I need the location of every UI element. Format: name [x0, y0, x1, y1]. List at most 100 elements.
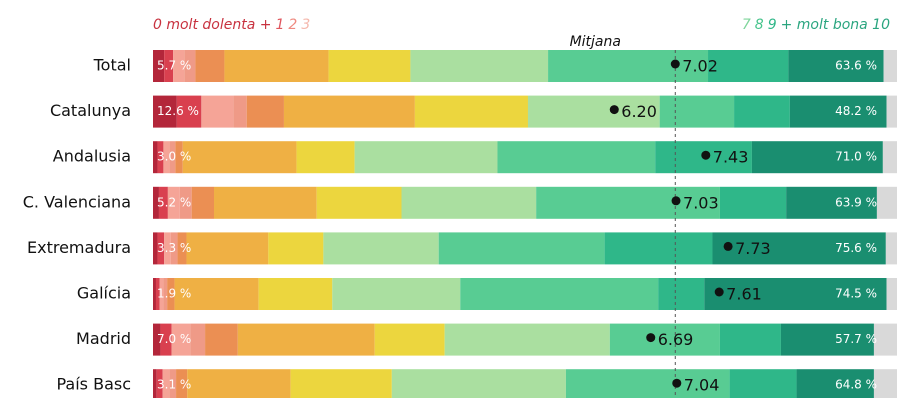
category-label: País Basc — [56, 375, 131, 394]
bar-segment — [527, 95, 660, 128]
bar-segment — [186, 232, 269, 265]
bar-segment — [719, 323, 781, 356]
bar-segment — [163, 141, 170, 174]
bar-segment — [179, 186, 192, 219]
bar-segment — [155, 278, 160, 310]
mean-label: 7.61 — [726, 285, 762, 304]
high-share-label: 75.6 % — [835, 241, 877, 255]
bar-segment — [205, 323, 238, 356]
bar-segment — [374, 323, 445, 356]
mean-dot — [671, 196, 681, 206]
bar-segment — [246, 95, 284, 128]
bar-segment — [158, 186, 168, 219]
bar-segment — [704, 278, 887, 310]
category-label: Andalusia — [53, 147, 131, 166]
legend-item: 9 — [768, 17, 777, 33]
bar-segment — [233, 95, 247, 128]
bar-segment — [734, 95, 790, 128]
mean-label: 7.43 — [713, 148, 749, 167]
bar-segment — [290, 369, 392, 398]
bar-segment — [163, 278, 168, 310]
legend-right: 7 8 9 + molt bona 10 — [742, 17, 890, 33]
bar-segment — [414, 95, 528, 128]
bar-segment — [708, 50, 789, 82]
legend-item: 7 — [742, 17, 751, 33]
bar-segment — [162, 369, 170, 398]
bar-segment — [187, 369, 291, 398]
bar-segment — [604, 232, 713, 265]
bar-segment — [160, 323, 172, 356]
bar-segment — [497, 141, 656, 174]
high-share-label: 48.2 % — [835, 104, 877, 118]
bar-segment — [460, 278, 659, 310]
low-share-label: 1.9 % — [157, 287, 191, 301]
bar-segment — [153, 232, 158, 265]
high-share-label: 71.0 % — [835, 150, 877, 164]
bar-segment — [237, 323, 375, 356]
bar-segment — [410, 50, 549, 82]
bar-segment — [201, 95, 234, 128]
mean-line-label: Mitjana — [570, 34, 621, 50]
bar-segment — [175, 141, 183, 174]
bar-segment — [190, 323, 206, 356]
bar-segment — [780, 323, 874, 356]
legend-item: 0 molt dolenta + — [153, 17, 271, 33]
mean-label: 7.73 — [735, 239, 771, 258]
bar-segment — [751, 141, 883, 174]
bar-segment — [157, 141, 164, 174]
mean-dot — [670, 59, 680, 69]
low-share-label: 12.6 % — [157, 104, 199, 118]
mean-dot — [723, 241, 733, 251]
category-label: Madrid — [76, 329, 131, 348]
bar-segment — [176, 369, 188, 398]
bar-segment — [173, 50, 185, 82]
bar-segment — [177, 232, 187, 265]
bar-segment — [174, 278, 259, 310]
bar-segment — [156, 369, 163, 398]
bar-segment — [195, 50, 225, 82]
bar-segment — [328, 50, 411, 82]
bar-segment — [886, 278, 897, 310]
mean-dot — [609, 105, 619, 115]
low-share-label: 7.0 % — [157, 332, 191, 346]
bar-segment — [536, 186, 720, 219]
mean-dot — [701, 150, 711, 160]
legend-item: 8 — [755, 17, 764, 33]
bar-segment — [789, 95, 887, 128]
category-label: Extremadura — [27, 238, 131, 257]
category-label: Total — [93, 56, 131, 75]
legend-item: + molt bona 10 — [781, 17, 890, 33]
high-share-label: 74.5 % — [835, 287, 877, 301]
bar-segment — [164, 232, 171, 265]
bar-segment — [886, 95, 897, 128]
bar-segment — [167, 186, 180, 219]
bar-segment — [268, 232, 324, 265]
bar-segment — [712, 232, 886, 265]
bar-segment — [169, 369, 177, 398]
bar-segment — [191, 186, 215, 219]
mean-label: 7.03 — [683, 193, 719, 212]
bar-segment — [883, 50, 897, 82]
bar-segment — [659, 95, 735, 128]
bar-segment — [729, 369, 797, 398]
bar-segment — [332, 278, 461, 310]
low-share-label: 3.3 % — [157, 241, 191, 255]
bar-segment — [169, 141, 176, 174]
bar-segment — [153, 186, 159, 219]
bar-segment — [171, 323, 191, 356]
bar-segment — [658, 278, 705, 310]
bar-segment — [548, 50, 709, 82]
high-share-label: 64.8 % — [835, 378, 877, 392]
bar-segment — [296, 141, 355, 174]
category-label: Catalunya — [50, 101, 131, 120]
bar-segment — [719, 186, 787, 219]
bar-segment — [153, 323, 161, 356]
bar-segment — [182, 141, 297, 174]
bar-segment — [153, 141, 158, 174]
bar-segment — [401, 186, 537, 219]
bar-segment — [873, 323, 897, 356]
mean-dot — [672, 378, 682, 388]
bar-segment — [788, 50, 884, 82]
bar-segment — [258, 278, 333, 310]
bar-segment — [876, 186, 897, 219]
